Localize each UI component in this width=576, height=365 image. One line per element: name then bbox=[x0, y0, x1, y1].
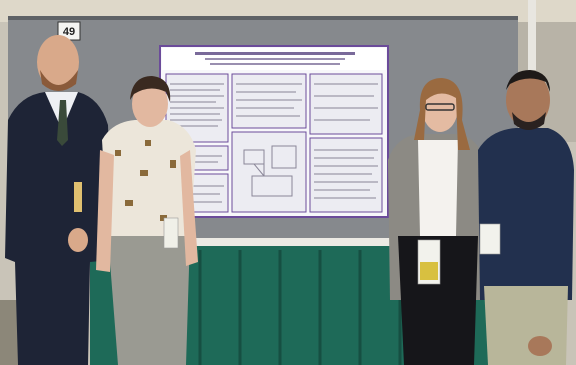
badge bbox=[479, 223, 501, 255]
hand bbox=[528, 336, 552, 356]
person bbox=[388, 78, 486, 365]
hair bbox=[506, 70, 550, 92]
table-top bbox=[90, 238, 490, 246]
pants bbox=[484, 286, 568, 365]
head bbox=[37, 35, 79, 89]
poster-author-line bbox=[205, 58, 345, 60]
person bbox=[5, 35, 112, 365]
floral-top bbox=[102, 120, 196, 240]
hands bbox=[68, 228, 88, 252]
person bbox=[96, 76, 198, 365]
pants bbox=[108, 236, 190, 365]
head bbox=[506, 72, 550, 128]
badge-ribbon bbox=[420, 262, 438, 280]
beard bbox=[40, 70, 78, 91]
hair bbox=[414, 78, 470, 150]
pole bbox=[528, 0, 536, 70]
arm bbox=[180, 150, 198, 266]
white-top bbox=[418, 140, 458, 236]
person bbox=[478, 70, 574, 365]
shirt bbox=[478, 128, 574, 300]
head bbox=[132, 81, 168, 127]
arm bbox=[96, 150, 114, 272]
sign-number: 49 bbox=[63, 26, 75, 38]
poster-panel bbox=[231, 131, 307, 213]
poster-panel bbox=[309, 137, 383, 213]
poster-affil-line bbox=[210, 63, 340, 65]
badge bbox=[163, 217, 179, 249]
board-frame bbox=[8, 16, 518, 20]
badge bbox=[74, 182, 82, 212]
floral-pattern bbox=[115, 140, 176, 221]
tie bbox=[57, 100, 68, 146]
poster-panel bbox=[231, 73, 307, 129]
hair bbox=[130, 76, 171, 102]
poster bbox=[159, 45, 389, 218]
suit bbox=[5, 92, 112, 365]
poster-diagram bbox=[243, 145, 297, 197]
poster-title-line bbox=[195, 52, 355, 55]
glasses bbox=[425, 103, 455, 111]
poster-text-lines bbox=[170, 83, 378, 203]
beard bbox=[512, 112, 546, 130]
poster-panel bbox=[309, 73, 383, 135]
